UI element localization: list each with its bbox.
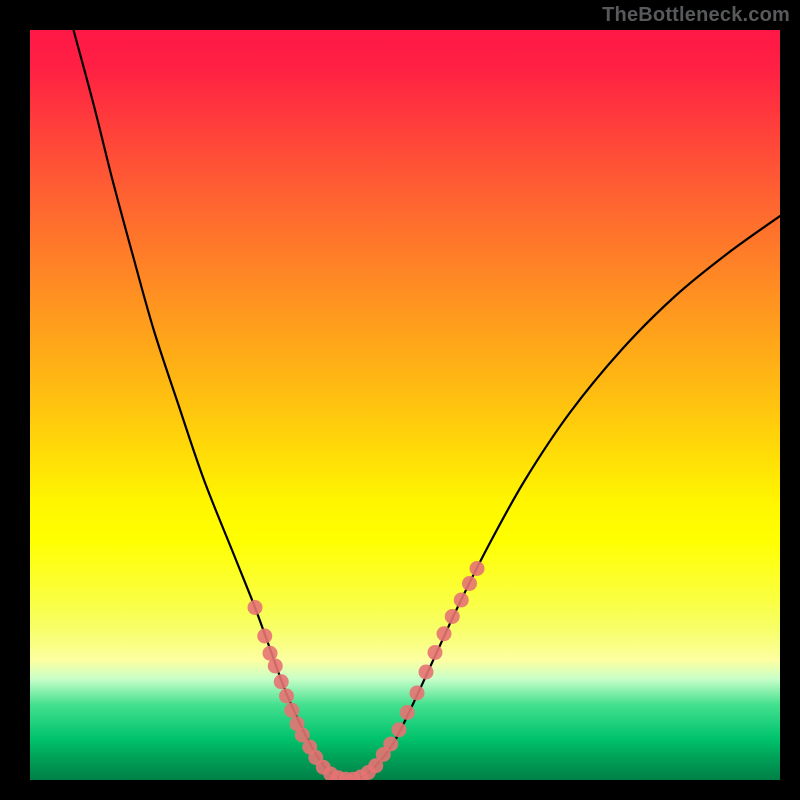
data-marker (392, 722, 407, 737)
data-marker (454, 593, 469, 608)
chart-svg (30, 30, 780, 780)
data-marker (284, 703, 299, 718)
watermark-text: TheBottleneck.com (602, 4, 790, 27)
data-marker (400, 705, 415, 720)
data-marker (248, 600, 263, 615)
data-marker (445, 609, 460, 624)
gradient-background (30, 30, 780, 780)
data-marker (383, 737, 398, 752)
data-marker (437, 626, 452, 641)
data-marker (257, 629, 272, 644)
data-marker (274, 674, 289, 689)
data-marker (268, 659, 283, 674)
data-marker (462, 576, 477, 591)
plot-area (30, 30, 780, 780)
data-marker (410, 686, 425, 701)
data-marker (428, 645, 443, 660)
data-marker (419, 665, 434, 680)
data-marker (470, 561, 485, 576)
data-marker (279, 689, 294, 704)
